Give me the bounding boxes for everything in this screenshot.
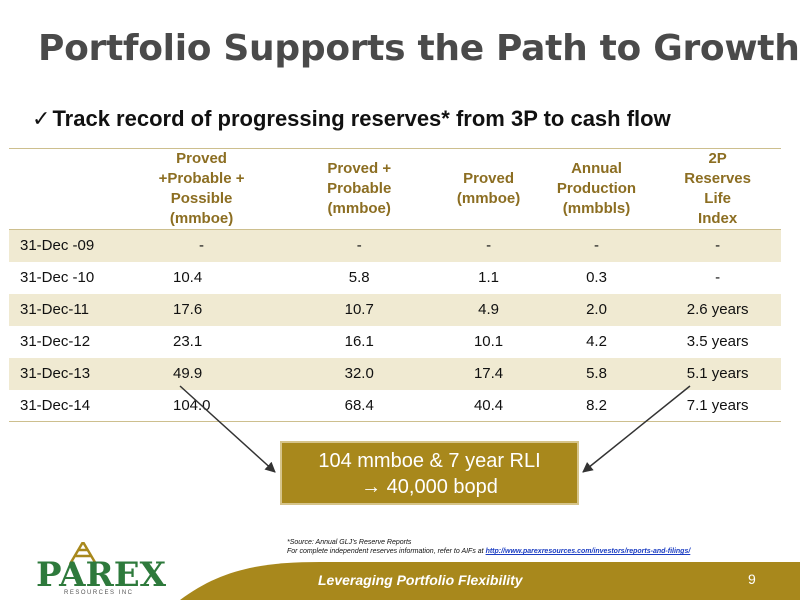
logo-subtext: RESOURCES INC	[64, 590, 134, 596]
header-3p: Proved +Probable + Possible (mmboe)	[122, 148, 281, 230]
reports-link[interactable]: http://www.parexresources.com/investors/…	[485, 548, 691, 555]
cell-2p: 5.8	[348, 269, 370, 286]
row-date: 31-Dec -09	[9, 229, 123, 262]
cell-production: 5.8	[538, 357, 655, 390]
cell-production: 4.2	[586, 333, 607, 350]
cell-1p: 17.4	[438, 357, 539, 390]
reserves-table: Proved +Probable + Possible (mmboe) Prov…	[9, 148, 781, 422]
slide-subtitle: ✓Track record of progressing reserves* f…	[32, 106, 671, 132]
cell-production: 0.3	[586, 269, 607, 286]
table-row: 31-Dec-14 104.0 68.4 40.4 8.2 7.1 years	[9, 389, 781, 422]
logo-wordmark: PAREX	[36, 555, 167, 595]
cell-3p: 17.6	[122, 293, 281, 326]
table-row: 31-Dec -09 - - - - -	[9, 229, 781, 262]
header-date	[9, 148, 123, 230]
cell-production: 2.0	[538, 293, 655, 326]
cell-1p: 1.1	[478, 269, 499, 286]
cell-3p: 104.0	[122, 389, 281, 422]
row-date: 31-Dec -10	[20, 269, 95, 286]
source-line-1: *Source: Annual GLJ's Reserve Reports	[287, 539, 412, 546]
table-row: 31-Dec-11 17.6 10.7 4.9 2.0 2.6 years	[9, 293, 781, 326]
cell-3p: -	[122, 229, 281, 262]
table-row: 31-Dec-13 49.9 32.0 17.4 5.8 5.1 years	[9, 357, 781, 390]
header-1p: Proved (mmboe)	[438, 148, 539, 230]
footer-band	[180, 562, 800, 600]
cell-2p: 10.7	[280, 293, 439, 326]
cell-rli: 3.5 years	[686, 333, 749, 350]
row-date: 31-Dec-11	[9, 293, 123, 326]
cell-1p: 40.4	[438, 389, 539, 422]
cell-2p: -	[280, 229, 439, 262]
cell-rli: -	[715, 269, 721, 286]
footer-tagline: Leveraging Portfolio Flexibility	[318, 572, 523, 588]
cell-rli: 2.6 years	[654, 293, 781, 326]
derrick-icon	[68, 542, 98, 564]
row-date: 31-Dec-14	[9, 389, 123, 422]
cell-2p: 16.1	[344, 333, 374, 350]
cell-rli: -	[654, 229, 781, 262]
table-row: 31-Dec -10 10.4 5.8 1.1 0.3 -	[9, 262, 781, 294]
subtitle-text: Track record of progressing reserves* fr…	[52, 106, 671, 131]
cell-1p: 10.1	[473, 333, 504, 350]
callout-line-2: → 40,000 bopd	[361, 476, 498, 498]
header-production: Annual Production (mmbbls)	[538, 148, 655, 230]
header-2p: Proved + Probable (mmboe)	[280, 148, 439, 230]
page-number: 9	[748, 571, 756, 587]
table-row: 31-Dec-12 23.1 16.1 10.1 4.2 3.5 years	[9, 326, 781, 358]
summary-callout: 104 mmboe & 7 year RLI → 40,000 bopd	[280, 441, 579, 505]
cell-3p: 10.4	[172, 269, 203, 286]
row-date: 31-Dec-13	[9, 357, 123, 390]
cell-production: 8.2	[538, 389, 655, 422]
table-header-row: Proved +Probable + Possible (mmboe) Prov…	[9, 148, 781, 230]
cell-3p: 23.1	[172, 333, 203, 350]
cell-rli: 7.1 years	[654, 389, 781, 422]
slide-title: Portfolio Supports the Path to Growth	[38, 28, 800, 69]
cell-2p: 32.0	[280, 357, 439, 390]
row-date: 31-Dec-12	[20, 333, 91, 350]
header-rli: 2P Reserves Life Index	[654, 148, 781, 230]
cell-1p: -	[438, 229, 539, 262]
source-prefix: For complete independent reserves inform…	[287, 548, 486, 555]
callout-line-1: 104 mmboe & 7 year RLI	[318, 450, 541, 472]
cell-1p: 4.9	[438, 293, 539, 326]
cell-3p: 49.9	[122, 357, 281, 390]
cell-rli: 5.1 years	[654, 357, 781, 390]
source-note: *Source: Annual GLJ's Reserve Reports Fo…	[287, 538, 787, 556]
parex-logo: PAREX RESOURCES INC	[36, 542, 176, 599]
cell-production: -	[538, 229, 655, 262]
source-line-2: For complete independent reserves inform…	[287, 547, 787, 556]
cell-2p: 68.4	[280, 389, 439, 422]
checkmark-icon: ✓	[32, 107, 51, 132]
